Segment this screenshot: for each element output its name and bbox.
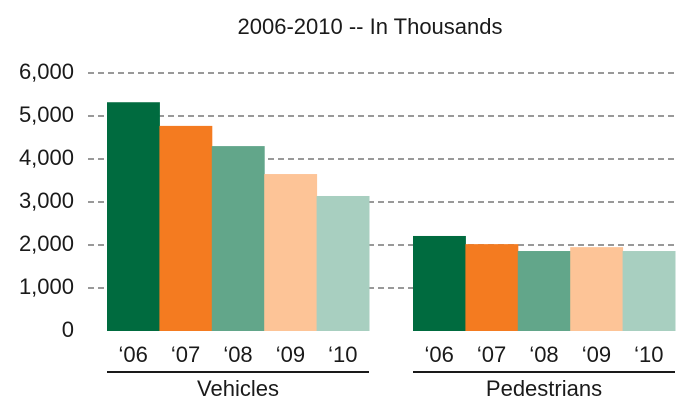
y-tick-label: 2,000 [19, 231, 74, 256]
series-label: ‘06 [425, 342, 454, 367]
y-tick-label: 0 [62, 317, 74, 342]
y-tick-label: 3,000 [19, 188, 74, 213]
bar [517, 251, 571, 331]
bar [465, 244, 519, 331]
series-label: ‘09 [582, 342, 611, 367]
chart-title: 2006-2010 -- In Thousands [238, 14, 503, 39]
bar [264, 174, 318, 331]
bar [211, 146, 265, 331]
series-label: ‘10 [634, 342, 663, 367]
bar [413, 235, 466, 331]
bar [107, 102, 160, 332]
y-tick-label: 4,000 [19, 145, 74, 170]
series-label: ‘08 [529, 342, 558, 367]
series-label: ‘06 [119, 342, 148, 367]
series-label: ‘08 [223, 342, 252, 367]
y-tick-label: 5,000 [19, 102, 74, 127]
x-tick-label: Vehicles [197, 376, 279, 401]
series-label: ‘10 [328, 342, 357, 367]
series-label: ‘07 [171, 342, 200, 367]
x-tick-label: Pedestrians [486, 376, 602, 401]
y-tick-label: 6,000 [19, 59, 74, 84]
bar [622, 251, 676, 331]
bar [316, 195, 370, 331]
bar [159, 125, 213, 331]
series-label: ‘07 [477, 342, 506, 367]
bar [570, 247, 624, 331]
y-tick-label: 1,000 [19, 274, 74, 299]
series-label: ‘09 [276, 342, 305, 367]
